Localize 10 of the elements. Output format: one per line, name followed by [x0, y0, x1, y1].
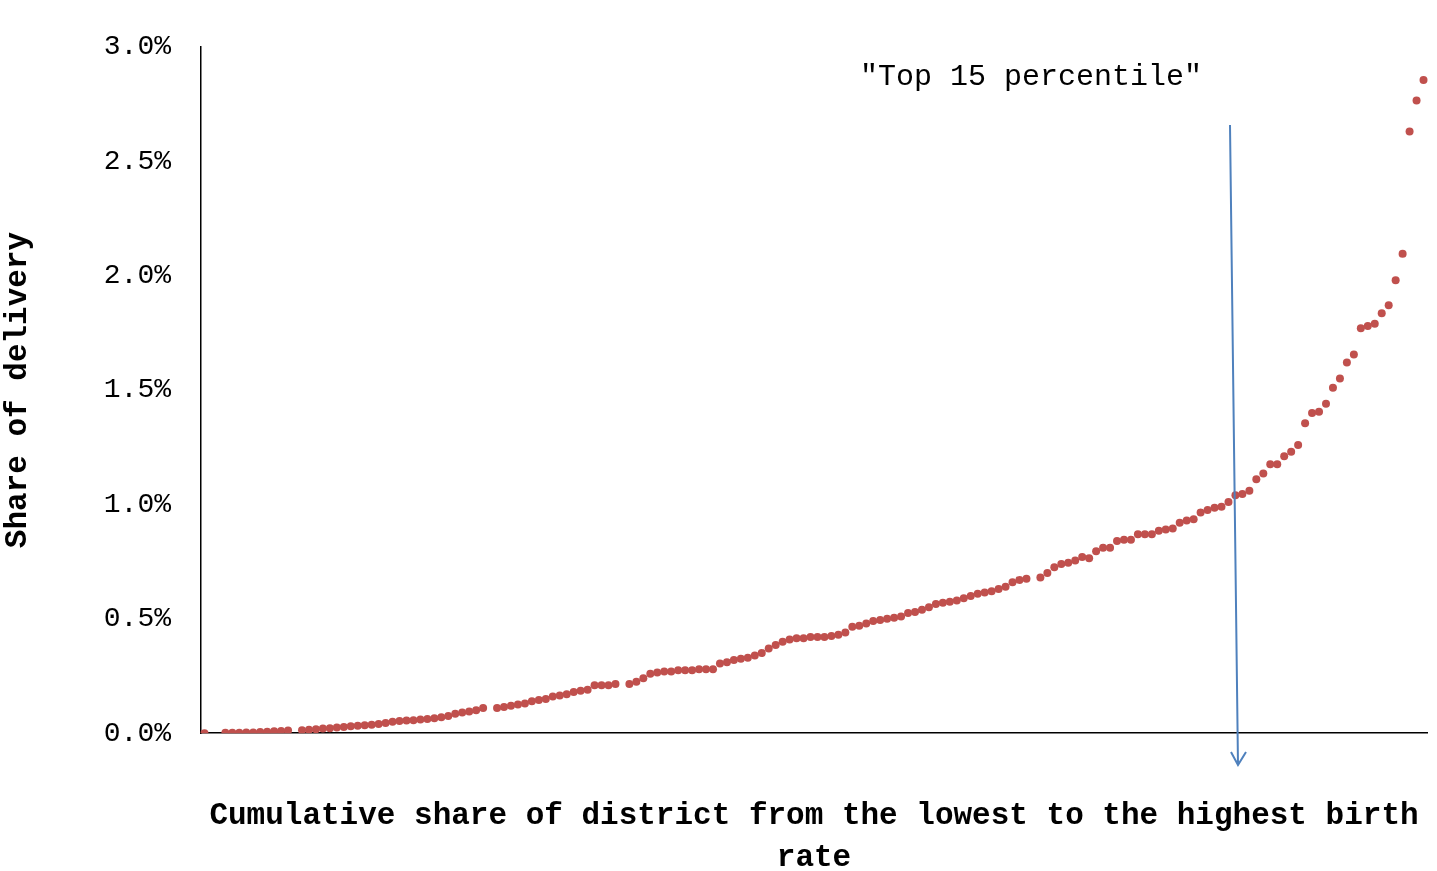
- annotation: "Top 15 percentile": [860, 60, 1203, 94]
- y-tick-label: 0.5%: [103, 603, 172, 635]
- y-axis-title: Share of delivery: [0, 231, 36, 549]
- y-tick-label: 1.0%: [103, 488, 172, 520]
- y-tick-label: 0.0%: [103, 717, 172, 749]
- x-axis-title: Cumulative share of district from the lowest to the highest birth rate: [208, 797, 1420, 871]
- y-tick-label: 2.5%: [103, 145, 172, 177]
- y-tick-label: 1.5%: [103, 374, 172, 406]
- y-tick-label: 3.0%: [103, 31, 172, 63]
- y-tick-label: 2.0%: [103, 260, 172, 292]
